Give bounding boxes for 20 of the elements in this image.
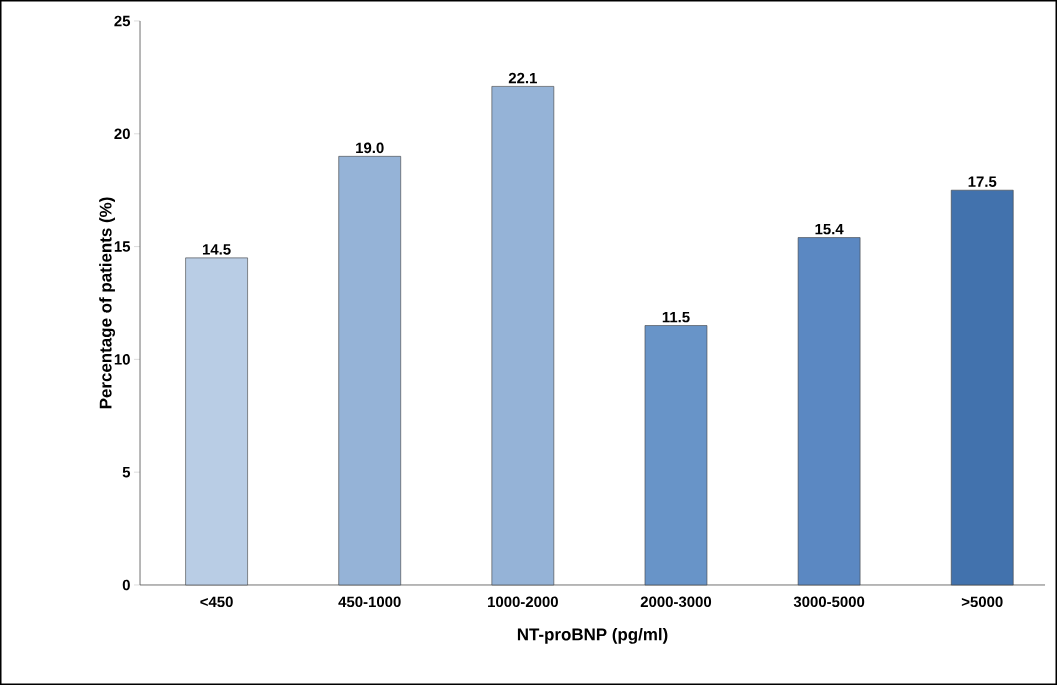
data-label: 19.0 [356,142,384,154]
x-tick-label: >5000 [961,596,1003,608]
x-tick-label: <450 [200,596,233,608]
y-tick-label: 10 [114,354,130,365]
x-axis-title: NT-proBNP (pg/ml) [517,627,668,644]
data-label: 15.4 [815,223,844,235]
data-label: 17.5 [968,176,997,187]
x-tick-label: 450-1000 [338,596,401,608]
y-axis-title: Percentage of patients (%) [99,197,116,409]
y-tick-label: 20 [114,128,130,140]
y-tick-label: 5 [122,466,131,478]
data-label: 22.1 [508,72,537,84]
y-tick-label: 15 [114,241,131,252]
y-tick-label: 25 [114,15,131,27]
x-tick-label: 2000-3000 [640,596,712,608]
data-label: 11.5 [662,311,690,323]
x-tick-label: 3000-5000 [793,596,865,608]
x-tick-label: 1000-2000 [488,596,558,608]
data-label: 14.5 [202,244,231,255]
y-tick-label: 0 [122,579,130,591]
